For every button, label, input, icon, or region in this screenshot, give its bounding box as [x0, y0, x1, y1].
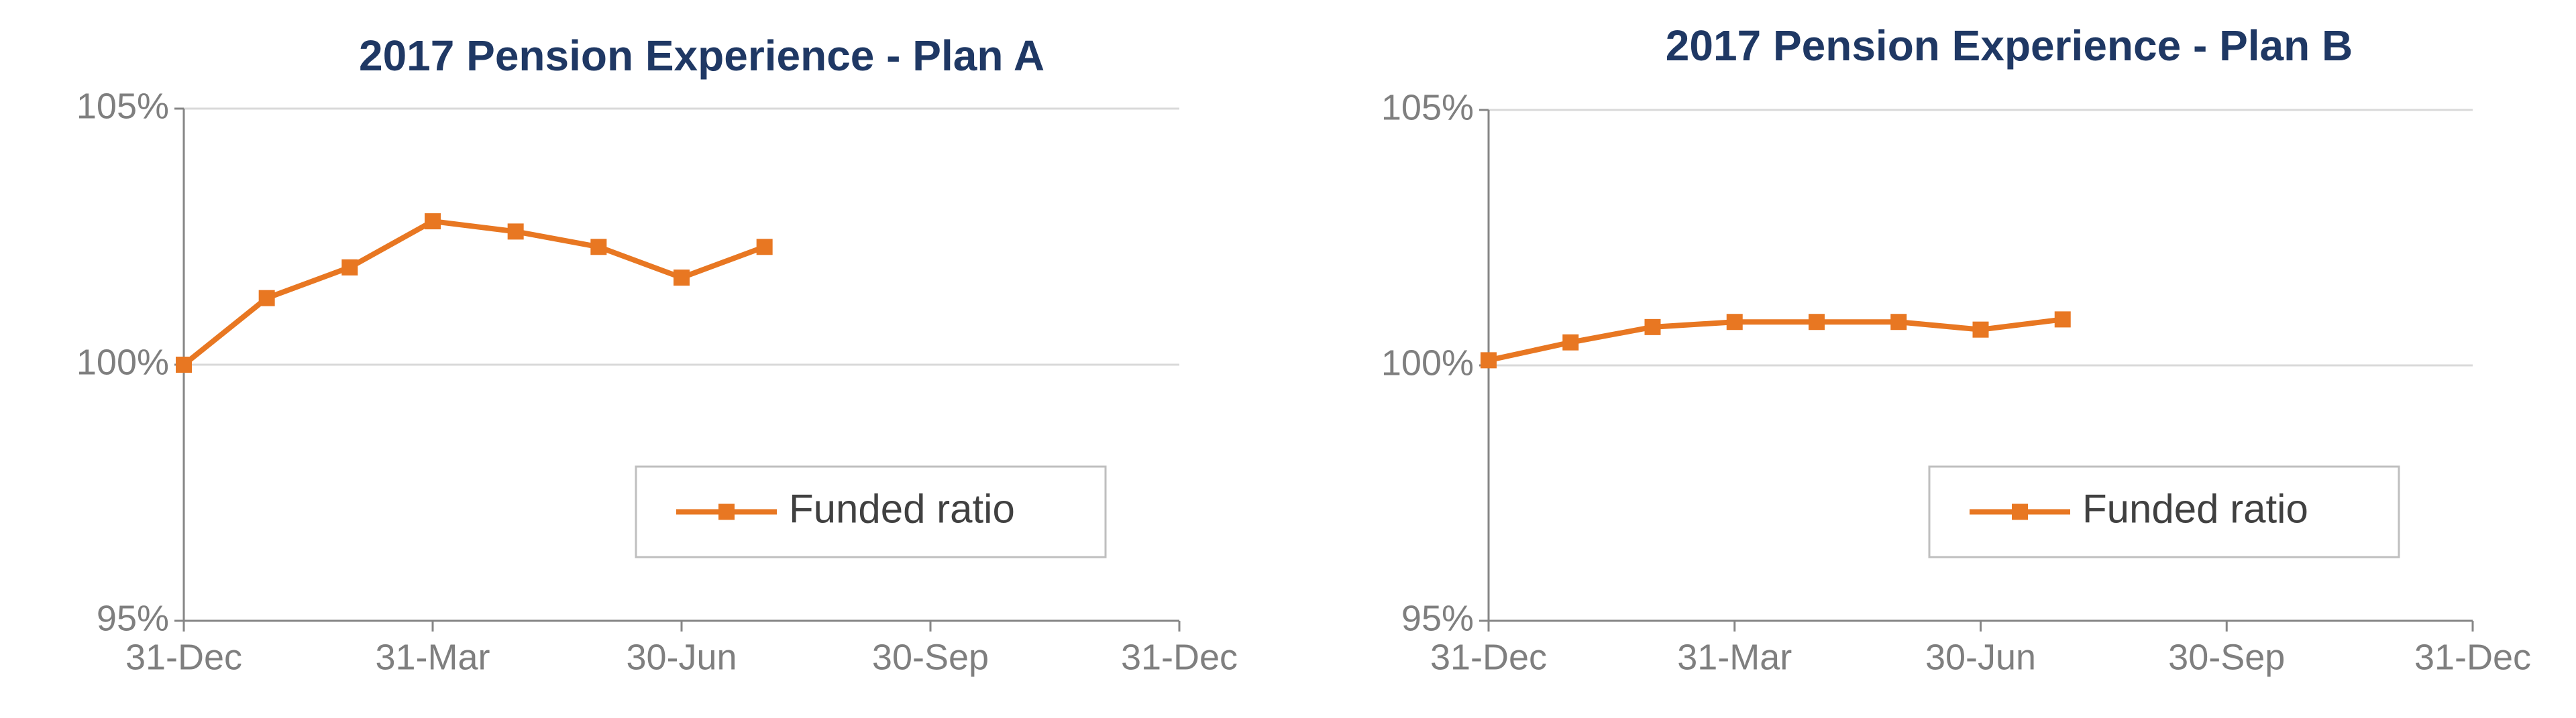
legend-label: Funded ratio — [789, 486, 1015, 531]
data-point — [258, 290, 275, 306]
data-point — [1644, 318, 1661, 335]
legend: Funded ratio — [635, 465, 1107, 558]
data-point — [1562, 334, 1579, 351]
x-tick-label: 30-Jun — [1925, 637, 2036, 677]
chart: 2017 Pension Experience - Plan B 95% 100% 1… — [1381, 21, 2531, 677]
chart-title: 2017 Pension Experience - Plan B — [1666, 21, 2353, 70]
data-point — [425, 213, 441, 230]
x-tick-label: 31-Mar — [1677, 637, 1792, 677]
data-point — [507, 223, 524, 240]
data-point — [590, 239, 607, 255]
x-tick-label: 31-Dec — [1430, 637, 1547, 677]
y-tick-label: 105% — [1381, 87, 1474, 127]
x-tick-label: 30-Sep — [872, 637, 989, 677]
data-point — [756, 239, 773, 255]
x-tick-label: 31-Dec — [1121, 637, 1238, 677]
legend-marker — [2012, 503, 2028, 520]
y-tick-label: 95% — [1401, 598, 1474, 638]
legend-label: Funded ratio — [2082, 486, 2308, 531]
x-tick-label: 31-Dec — [2414, 637, 2531, 677]
x-tick-label: 30-Sep — [2168, 637, 2285, 677]
data-point — [674, 270, 690, 286]
data-point — [1481, 352, 1497, 369]
data-point — [2054, 311, 2071, 328]
x-tick-label: 31-Dec — [125, 637, 242, 677]
y-tick-label: 100% — [1381, 343, 1474, 383]
y-tick-label: 100% — [76, 342, 169, 382]
data-point — [1972, 321, 1989, 338]
data-point — [176, 357, 192, 373]
data-point — [1726, 314, 1743, 331]
legend-marker — [718, 503, 735, 520]
data-point — [1809, 314, 1825, 331]
series-line — [182, 219, 766, 367]
y-tick-label: 95% — [97, 598, 169, 638]
data-point — [341, 259, 358, 276]
x-tick-label: 30-Jun — [626, 637, 737, 677]
chart-title: 2017 Pension Experience - Plan A — [359, 32, 1044, 80]
x-tick-label: 31-Mar — [375, 637, 490, 677]
y-tick-label: 105% — [76, 86, 169, 126]
series-line — [1488, 316, 2063, 363]
legend: Funded ratio — [1928, 465, 2400, 558]
chart: 2017 Pension Experience - Plan A 95% 100% 1… — [76, 32, 1238, 677]
data-point — [1890, 314, 1907, 331]
